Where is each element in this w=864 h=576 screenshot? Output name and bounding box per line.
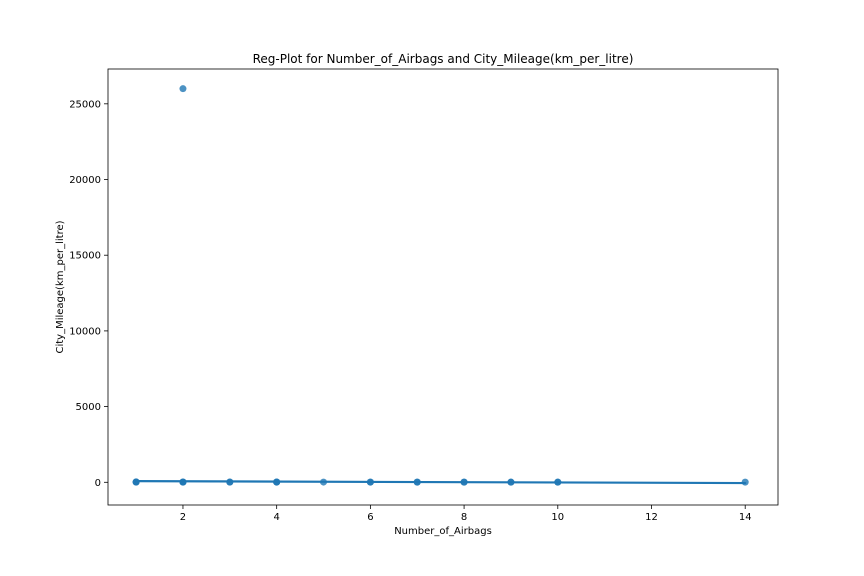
data-point <box>179 85 187 93</box>
regression-line-layer <box>135 480 747 485</box>
y-tick-label: 25000 <box>69 99 101 110</box>
y-tick-label: 5000 <box>76 402 101 413</box>
regression-line <box>135 480 747 485</box>
x-tick-label: 2 <box>180 512 186 523</box>
x-tick-label: 12 <box>645 512 658 523</box>
y-tick-label: 0 <box>95 478 101 489</box>
y-tick-label: 10000 <box>69 326 101 337</box>
y-axis-label: City_Mileage(km_per_litre) <box>55 220 66 353</box>
x-tick-label: 6 <box>367 512 373 523</box>
chart-title: Reg-Plot for Number_of_Airbags and City_… <box>253 52 634 66</box>
x-tick-label: 10 <box>551 512 564 523</box>
y-axis: 0 5000 10000 15000 20000 25000 <box>69 99 108 489</box>
x-tick-label: 8 <box>461 512 467 523</box>
x-axis-label: Number_of_Airbags <box>394 526 492 537</box>
y-tick-label: 20000 <box>69 175 101 186</box>
y-tick-label: 15000 <box>69 251 101 262</box>
x-tick-label: 14 <box>739 512 752 523</box>
x-axis: 2 4 6 8 10 12 14 <box>180 505 752 523</box>
plot-area-frame <box>107 68 779 506</box>
x-tick-label: 4 <box>273 512 279 523</box>
